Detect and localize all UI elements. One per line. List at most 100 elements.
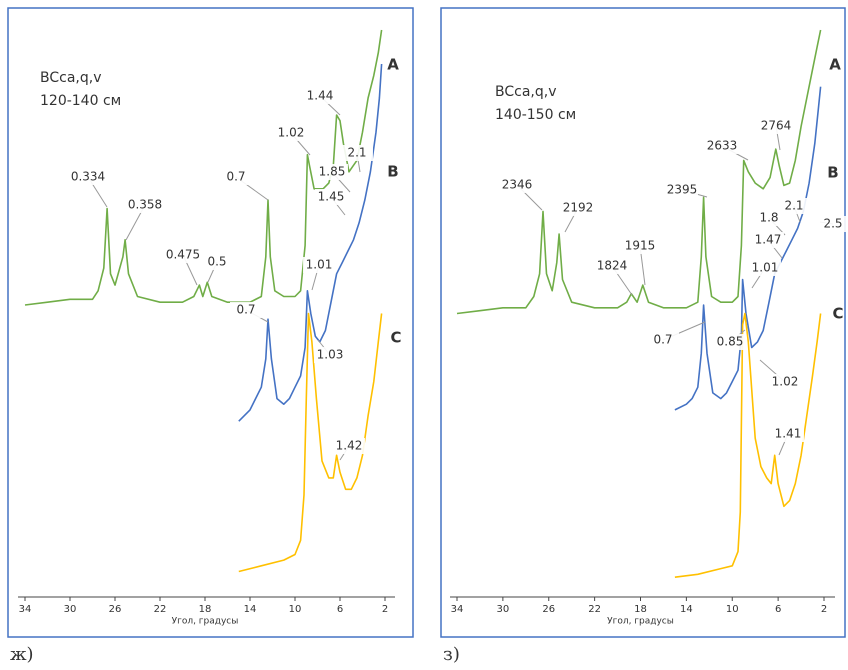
- x-tick-label: 30: [64, 604, 77, 615]
- annotation: 0.475: [166, 248, 200, 262]
- annotation-bg: [316, 164, 348, 180]
- annotation-bg: [769, 374, 801, 390]
- x-tick-label: 14: [244, 604, 257, 615]
- annotation-bg: [562, 200, 594, 216]
- annotation: 2.1: [784, 199, 803, 213]
- annotation-bg: [706, 138, 738, 154]
- annotation: 1.41: [775, 427, 802, 441]
- annotation: 1.42: [336, 439, 363, 453]
- annotation-bg: [230, 302, 262, 318]
- series-line: [674, 312, 822, 578]
- annotation-bg: [753, 210, 785, 226]
- annotation: 2633: [707, 139, 738, 153]
- series-label: A: [829, 56, 841, 74]
- annotation: 0.334: [71, 170, 105, 184]
- x-tick-label: 22: [154, 604, 167, 615]
- series-line: [674, 86, 822, 411]
- annotation-bg: [624, 238, 656, 254]
- x-tick-label: 18: [199, 604, 212, 615]
- series-label: C: [390, 329, 401, 347]
- x-tick-label: 30: [497, 604, 510, 615]
- annotation: 2.1: [347, 146, 366, 160]
- annotation-bg: [341, 145, 373, 161]
- x-tick-label: 34: [19, 604, 32, 615]
- annotation-bg: [315, 189, 347, 205]
- annotation: 2346: [502, 178, 533, 192]
- annotation-bg: [275, 125, 307, 141]
- caption: ж): [10, 644, 34, 665]
- x-tick-label: 26: [109, 604, 122, 615]
- annotation: 1.01: [752, 261, 779, 275]
- annotation: 1.85: [319, 165, 346, 179]
- annotation: 0.5: [207, 255, 226, 269]
- annotation: 1.02: [278, 126, 305, 140]
- chart-title: BCca,q,v: [40, 70, 101, 86]
- series-label: C: [832, 305, 843, 323]
- series-line: [238, 63, 383, 422]
- chart-subtitle: 120-140 см: [40, 93, 121, 109]
- x-tick-label: 26: [542, 604, 555, 615]
- x-axis-title: Угол, градусы: [607, 617, 674, 627]
- annotation-bg: [167, 247, 199, 263]
- annotation: 1915: [625, 239, 656, 253]
- series-label: A: [387, 56, 399, 74]
- series-line: [24, 29, 383, 306]
- annotation: 2764: [761, 119, 792, 133]
- x-tick-label: 10: [289, 604, 302, 615]
- annotation-bg: [501, 177, 533, 193]
- annotation-bg: [772, 426, 804, 442]
- chart-subtitle: 140-150 см: [495, 107, 576, 123]
- annotation: 1.45: [318, 190, 345, 204]
- annotation: 1.47: [755, 233, 782, 247]
- series-label: B: [387, 163, 398, 181]
- annotation: 1.01: [306, 258, 333, 272]
- x-tick-label: 2: [821, 604, 827, 615]
- annotation-bg: [303, 257, 335, 273]
- annotation: 0.358: [128, 198, 162, 212]
- annotation: 2395: [667, 183, 698, 197]
- series-line: [456, 29, 822, 315]
- annotation-bg: [129, 197, 161, 213]
- annotation: 1.44: [307, 89, 334, 103]
- annotation-bg: [72, 169, 104, 185]
- panel-frame: [440, 7, 846, 638]
- annotation: 1.8: [759, 211, 778, 225]
- x-tick-label: 6: [775, 604, 781, 615]
- annotation-bg: [760, 118, 792, 134]
- annotation-bg: [749, 260, 781, 276]
- annotation-bg: [220, 169, 252, 185]
- annotation-bg: [201, 254, 233, 270]
- annotation-bg: [666, 182, 698, 198]
- annotation: 0.7: [236, 303, 255, 317]
- annotation: 0.85: [717, 335, 744, 349]
- annotation: 2192: [563, 201, 594, 215]
- series-label: B: [827, 164, 838, 182]
- annotation: 1.03: [317, 348, 344, 362]
- annotation: 1.02: [772, 375, 799, 389]
- annotation: 0.7: [226, 170, 245, 184]
- annotation-bg: [778, 198, 810, 214]
- x-tick-label: 14: [680, 604, 693, 615]
- annotation-bg: [714, 334, 746, 350]
- annotation-bg: [333, 438, 365, 454]
- x-tick-label: 22: [588, 604, 601, 615]
- x-axis-title: Угол, градусы: [172, 617, 239, 627]
- x-tick-label: 18: [634, 604, 647, 615]
- chart-title: BCca,q,v: [495, 84, 556, 100]
- x-tick-label: 2: [382, 604, 388, 615]
- annotation-bg: [596, 258, 628, 274]
- x-tick-label: 6: [337, 604, 343, 615]
- annotation: 1824: [597, 259, 628, 273]
- annotation: 2.5: [823, 217, 842, 231]
- panel-frame: [7, 7, 414, 638]
- annotation: 0.7: [653, 333, 672, 347]
- annotation-bg: [817, 216, 848, 232]
- annotation-bg: [304, 88, 336, 104]
- x-tick-label: 10: [726, 604, 739, 615]
- caption: з): [443, 644, 460, 665]
- annotation-bg: [647, 332, 679, 348]
- x-tick-label: 34: [451, 604, 464, 615]
- annotation-bg: [752, 232, 784, 248]
- annotation-bg: [314, 347, 346, 363]
